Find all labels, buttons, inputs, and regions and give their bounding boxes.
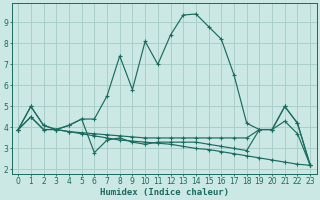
X-axis label: Humidex (Indice chaleur): Humidex (Indice chaleur) [100,188,229,197]
